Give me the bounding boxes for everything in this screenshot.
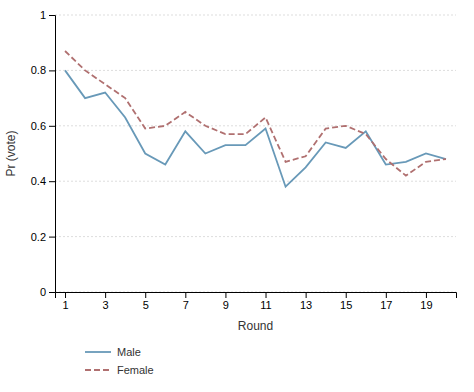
y-tick-label: 0.6	[31, 120, 46, 132]
x-tick: 5	[143, 292, 149, 311]
x-tick: 15	[340, 292, 352, 311]
x-tick-mark	[65, 292, 66, 298]
y-tick: 0	[40, 286, 55, 298]
x-tick-label: 13	[300, 299, 312, 311]
x-tick-mark	[185, 292, 186, 298]
legend-swatch	[85, 351, 111, 353]
x-tick: 17	[380, 292, 392, 311]
line	[65, 51, 446, 176]
x-tick: 11	[260, 292, 271, 311]
x-axis-title: Round	[238, 319, 273, 333]
y-tick-label: 0.2	[31, 231, 46, 243]
y-tick-label: 1	[40, 9, 46, 21]
x-tick-label: 3	[103, 299, 109, 311]
x-tick-mark	[105, 292, 106, 298]
x-tick-label: 15	[340, 299, 352, 311]
x-tick-label: 19	[420, 299, 432, 311]
y-tick-label: 0.4	[31, 175, 46, 187]
x-tick-mark	[225, 292, 226, 298]
legend-label: Male	[117, 346, 141, 358]
x-tick: 13	[300, 292, 312, 311]
y-tick: 0.4	[31, 175, 55, 187]
legend-item: Female	[85, 364, 154, 376]
lines	[65, 51, 446, 187]
x-tick-mark	[306, 292, 307, 298]
y-tick: 0.2	[31, 231, 55, 243]
x-tick-label: 17	[380, 299, 392, 311]
x-tick-label: 5	[143, 299, 149, 311]
y-tick-mark	[49, 70, 55, 71]
x-tick: 9	[223, 292, 229, 311]
grid-line	[55, 181, 456, 182]
x-tick-mark	[266, 292, 267, 298]
y-tick-mark	[49, 237, 55, 238]
y-axis: 0 0.2 0.4 0.6 0.8 1	[31, 9, 56, 298]
legend-item: Male	[85, 346, 141, 358]
x-axis: 135791113151719	[56, 292, 457, 311]
y-axis-title: Pr (vote)	[4, 130, 18, 176]
y-tick: 0.6	[31, 120, 55, 132]
legend-label: Female	[117, 364, 154, 376]
chart: 13579111315171900.20.40.60.81RoundPr (vo…	[0, 0, 474, 392]
y-tick-mark	[49, 181, 55, 182]
x-tick-label: 9	[223, 299, 229, 311]
y-tick-label: 0	[40, 286, 46, 298]
y-tick: 1	[40, 9, 55, 21]
y-tick-mark	[49, 292, 55, 293]
x-tick-mark	[426, 292, 427, 298]
grid-line	[55, 236, 456, 237]
x-tick: 1	[62, 292, 68, 311]
x-tick: 7	[183, 292, 189, 311]
legend-swatch	[85, 369, 111, 371]
legend: Male Female	[85, 346, 154, 376]
grid-line	[55, 15, 456, 16]
x-tick-label: 11	[260, 299, 271, 311]
plot: 13579111315171900.20.40.60.81RoundPr (vo…	[4, 9, 457, 376]
y-tick-mark	[49, 126, 55, 127]
x-tick-label: 7	[183, 299, 189, 311]
y-tick-mark	[49, 15, 55, 16]
x-tick-mark	[346, 292, 347, 298]
y-axis-line	[49, 16, 56, 293]
x-axis-line	[56, 293, 457, 299]
y-tick: 0.8	[31, 64, 55, 76]
x-tick-label: 1	[62, 299, 68, 311]
x-tick: 19	[420, 292, 432, 311]
y-tick-label: 0.8	[31, 64, 46, 76]
line	[65, 70, 446, 186]
x-tick-mark	[145, 292, 146, 298]
x-tick: 3	[103, 292, 109, 311]
grid-line	[55, 70, 456, 71]
x-tick-mark	[386, 292, 387, 298]
y-grid	[55, 15, 456, 292]
